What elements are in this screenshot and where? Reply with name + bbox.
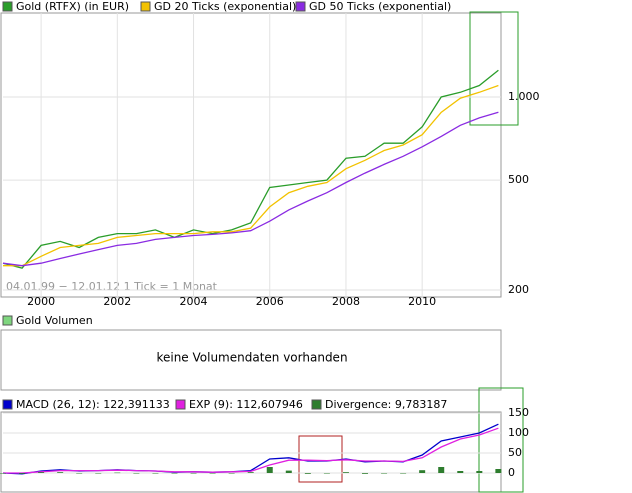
legend-label: Gold (RTFX) (in EUR) — [16, 0, 129, 13]
bar — [342, 472, 349, 473]
legend-label: GD 20 Ticks (exponential) — [154, 0, 296, 13]
bar — [247, 472, 254, 473]
y-tick-label: 50 — [508, 446, 522, 459]
x-tick-label: 2006 — [256, 295, 284, 308]
bar — [304, 473, 311, 474]
legend-swatch — [140, 1, 151, 12]
volume-title: Gold Volumen — [16, 314, 93, 327]
highlight-box — [469, 11, 519, 126]
bar — [19, 473, 26, 474]
y-tick-label: 200 — [508, 283, 529, 296]
price-frame — [0, 12, 502, 298]
series-line — [2, 69, 499, 269]
legend-swatch — [2, 399, 13, 410]
bar — [457, 471, 464, 473]
x-tick-label: 2002 — [103, 295, 131, 308]
x-tick-label: 2000 — [27, 295, 55, 308]
legend-swatch — [175, 399, 186, 410]
legend-label: GD 50 Ticks (exponential) — [309, 0, 451, 13]
highlight-box — [298, 435, 343, 483]
y-tick-label: 500 — [508, 173, 529, 186]
legend-swatch — [311, 399, 322, 410]
price-legend: Gold (RTFX) (in EUR) GD 20 Ticks (expone… — [2, 0, 451, 13]
bar — [95, 473, 102, 474]
legend-label: Divergence: 9,783187 — [325, 398, 447, 411]
macd-frame — [0, 411, 502, 493]
annotation: 04.01.99 − 12.01.12 1 Tick = 1 Monat — [6, 280, 218, 293]
bar — [362, 473, 369, 474]
legend-swatch — [2, 1, 13, 12]
bar — [57, 472, 64, 473]
bar — [152, 473, 159, 474]
bar — [419, 470, 426, 473]
bar — [323, 473, 330, 474]
series-line — [2, 111, 499, 267]
volume-frame — [0, 329, 502, 391]
series-line — [2, 423, 499, 475]
y-tick-label: 0 — [508, 466, 515, 479]
bar — [285, 470, 292, 473]
x-tick-label: 2010 — [408, 295, 436, 308]
series-line — [3, 84, 499, 267]
bar — [476, 471, 483, 473]
x-tick-label: 2004 — [180, 295, 208, 308]
bar — [209, 473, 216, 474]
bar — [228, 473, 235, 474]
legend-label: MACD (26, 12): 122,391133 — [16, 398, 170, 411]
legend-swatch — [2, 315, 13, 326]
bar — [190, 473, 197, 474]
legend-swatch — [295, 1, 306, 12]
y-tick-label: 1.000 — [508, 90, 540, 103]
bar — [114, 472, 121, 474]
volume-note: keine Volumendaten vorhanden — [156, 351, 347, 365]
bar — [400, 473, 407, 474]
bar — [171, 473, 178, 474]
bar — [381, 473, 388, 474]
bar — [133, 473, 140, 474]
bar — [266, 467, 273, 473]
bar — [438, 467, 445, 473]
highlight-box — [478, 387, 524, 493]
bar — [495, 469, 502, 473]
bar — [76, 473, 83, 474]
bar — [38, 472, 45, 473]
series-line — [3, 427, 499, 474]
bar — [0, 473, 6, 474]
legend-label: EXP (9): 112,607946 — [189, 398, 303, 411]
x-tick-label: 2008 — [332, 295, 360, 308]
y-tick-label: 150 — [508, 406, 529, 419]
y-tick-label: 100 — [508, 426, 529, 439]
